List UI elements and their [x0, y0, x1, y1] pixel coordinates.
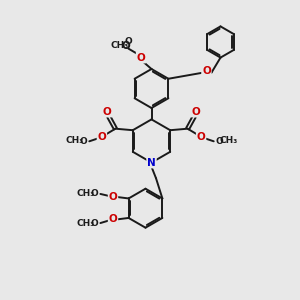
Text: O: O	[103, 106, 112, 117]
Text: O: O	[216, 137, 224, 146]
Text: O: O	[191, 106, 200, 117]
Text: CH₃: CH₃	[66, 136, 84, 145]
Text: O: O	[91, 219, 98, 228]
Text: O: O	[91, 189, 98, 198]
Text: CH₃: CH₃	[77, 219, 95, 228]
Text: O: O	[121, 41, 130, 51]
Text: O: O	[98, 132, 106, 142]
Text: N: N	[147, 158, 156, 168]
Text: O: O	[136, 52, 146, 63]
Text: O: O	[109, 214, 117, 224]
Text: O: O	[202, 66, 211, 76]
Text: CH₃: CH₃	[77, 189, 95, 198]
Text: O: O	[197, 132, 206, 142]
Text: CH₃: CH₃	[219, 136, 237, 145]
Text: O: O	[109, 192, 117, 202]
Text: O: O	[124, 37, 132, 46]
Text: CH₃: CH₃	[111, 41, 129, 50]
Text: O: O	[80, 137, 87, 146]
